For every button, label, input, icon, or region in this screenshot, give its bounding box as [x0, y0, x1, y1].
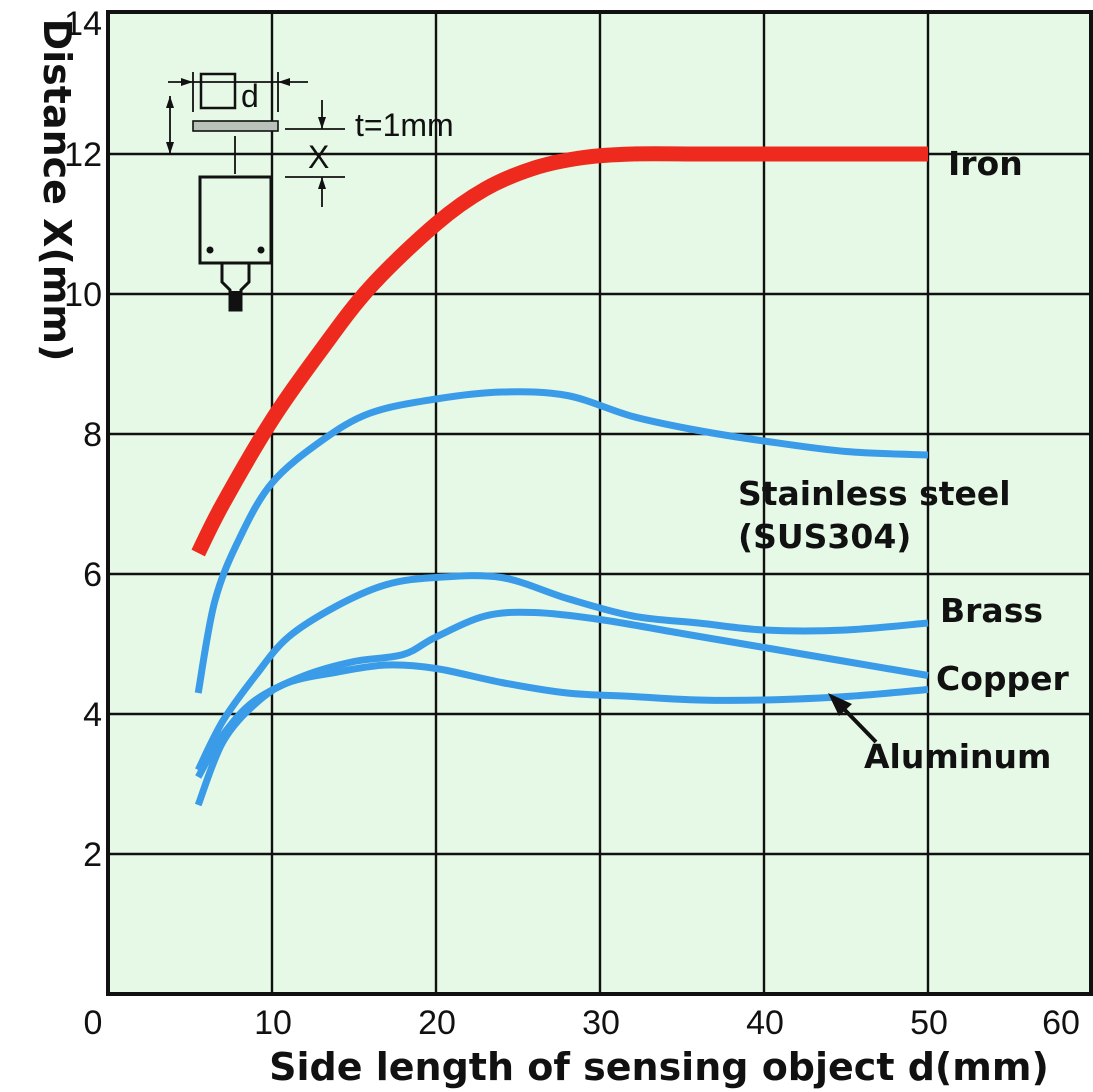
series-label-iron: Iron [948, 144, 1023, 183]
x-tick-label: 40 [746, 1004, 784, 1042]
series-label-aluminum: Aluminum [864, 737, 1051, 776]
series-label-stainless-line1: Stainless steel [738, 474, 1011, 513]
inset-x-label: X [308, 139, 329, 175]
y-tick-label: 4 [83, 696, 102, 734]
x-tick-labels: 0 10 20 30 40 50 60 [84, 1004, 1080, 1042]
inset-screw-right [257, 246, 265, 254]
y-tick-labels: 2 4 6 8 10 12 14 [64, 5, 102, 874]
annotation-arrow [828, 693, 878, 744]
series-label-brass: Brass [940, 591, 1043, 630]
inset-target-square [199, 72, 237, 110]
inset-target-plate [192, 120, 279, 132]
inset-sensor-cable [231, 291, 240, 310]
x-tick-label: 30 [582, 1004, 620, 1042]
inset-left-arrow-top [166, 96, 174, 108]
inset-x-arrow [318, 177, 326, 189]
inset-left-arrow-bottom [166, 142, 174, 154]
series-label-stainless-line2: (SUS304) [738, 517, 911, 556]
y-tick-label: 12 [64, 136, 102, 174]
inset-t-arrow [318, 117, 326, 129]
y-axis-title: Distance X(mm) [35, 19, 79, 362]
inset-d-arrow-right [278, 78, 290, 86]
x-tick-label: 0 [84, 1004, 103, 1042]
y-tick-label: 2 [83, 836, 102, 874]
plot-frame [106, 10, 1093, 996]
series-labels: Iron Stainless steel (SUS304) Brass Copp… [738, 144, 1070, 776]
y-tick-label: 6 [83, 556, 102, 594]
y-tick-label: 10 [64, 276, 102, 314]
series-line-iron [191, 146, 928, 557]
series-lines [191, 146, 929, 807]
y-tick-label: 8 [83, 416, 102, 454]
x-tick-label: 60 [1042, 1004, 1080, 1042]
inset-t-label: t=1mm [355, 107, 454, 143]
arrow-head [828, 693, 852, 716]
series-line-aluminum [194, 661, 929, 807]
x-tick-label: 50 [910, 1004, 948, 1042]
x-tick-label: 20 [418, 1004, 456, 1042]
sensor-inset-diagram: d t=1mm X [166, 72, 454, 312]
inset-sensor-body [198, 175, 273, 265]
inset-screw-left [206, 246, 214, 254]
inset-d-arrow-left [181, 78, 193, 86]
series-line-stainless-steel-sus304 [194, 388, 929, 694]
series-label-copper: Copper [936, 659, 1070, 698]
x-axis-title: Side length of sensing object d(mm) [269, 1045, 1049, 1089]
inset-d-label: d [241, 78, 259, 114]
arrow-shaft [841, 706, 878, 744]
y-tick-label: 14 [64, 5, 102, 43]
x-tick-label: 10 [254, 1004, 292, 1042]
series-line-brass [195, 572, 929, 772]
